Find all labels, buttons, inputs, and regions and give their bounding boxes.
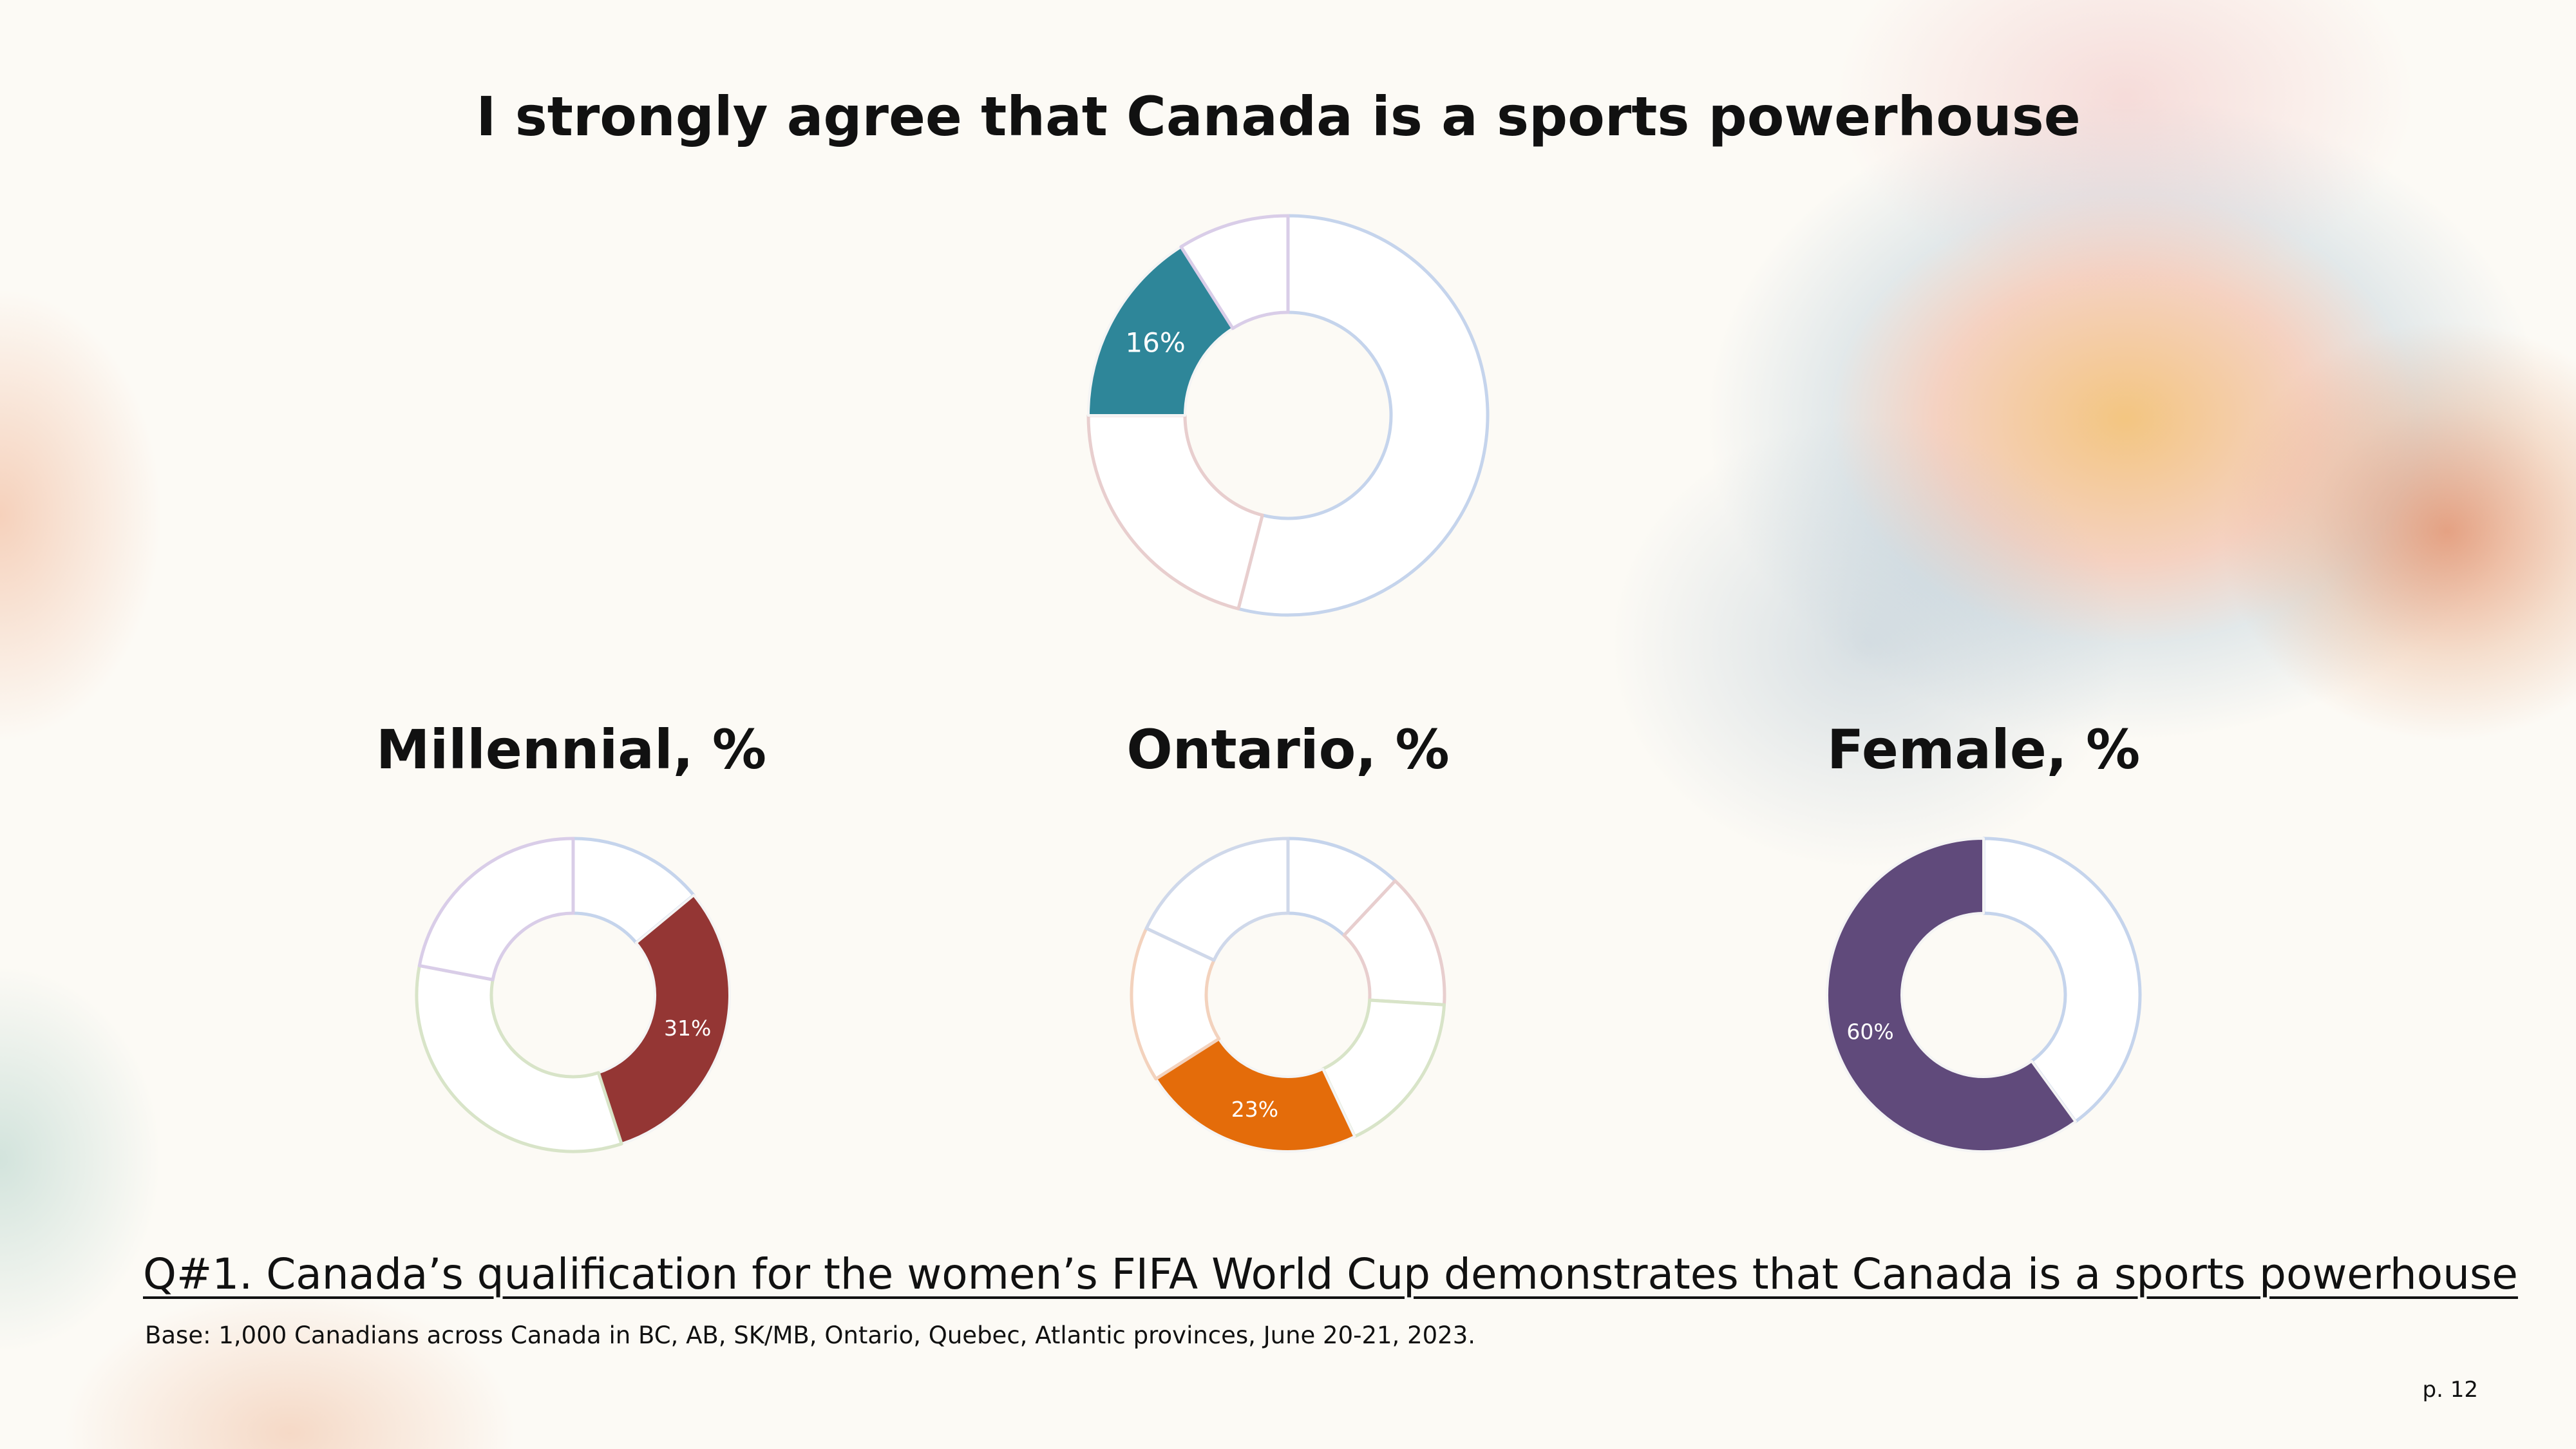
- donut-segment: [1144, 837, 1290, 962]
- background-blob: [1610, 419, 2125, 869]
- data-label: 31%: [664, 1016, 711, 1041]
- survey-question: Q#1. Canada’s qualification for the wome…: [143, 1249, 2518, 1299]
- data-label: 60%: [1846, 1019, 1893, 1045]
- donut-segment: [1321, 998, 1446, 1139]
- donut-chart-millennial: 31%: [415, 837, 731, 1153]
- donut-chart-ontario: 23%: [1130, 837, 1446, 1153]
- chart-title-female: Female, %: [1826, 718, 2141, 781]
- donut-segment: [1179, 214, 1290, 330]
- donut-segment: [417, 837, 575, 981]
- donut-segment: [1236, 214, 1490, 617]
- donut-segment: [1086, 413, 1264, 611]
- donut-segment: [1087, 245, 1235, 417]
- page-title: I strongly agree that Canada is a sports…: [476, 85, 2081, 148]
- chart-title-millennial: Millennial, %: [375, 718, 767, 781]
- donut-segment: [1982, 837, 2142, 1124]
- donut-segment: [1342, 879, 1446, 1007]
- donut-segment: [597, 894, 731, 1146]
- page-number: p. 12: [2422, 1377, 2478, 1403]
- chart-title-ontario: Ontario, %: [1126, 718, 1450, 781]
- donut-segment: [415, 963, 623, 1153]
- donut-chart-overall: 16%: [1086, 214, 1490, 617]
- donut-segment: [1154, 1037, 1356, 1153]
- donut-chart-female: 60%: [1826, 837, 2142, 1153]
- donut-segment: [1130, 927, 1221, 1081]
- base-note: Base: 1,000 Canadians across Canada in B…: [145, 1321, 1476, 1349]
- donut-segment: [1826, 837, 2077, 1153]
- donut-segment: [571, 837, 696, 945]
- data-label: 23%: [1231, 1097, 1278, 1122]
- data-label: 16%: [1125, 327, 1185, 358]
- background-blob: [2222, 322, 2576, 741]
